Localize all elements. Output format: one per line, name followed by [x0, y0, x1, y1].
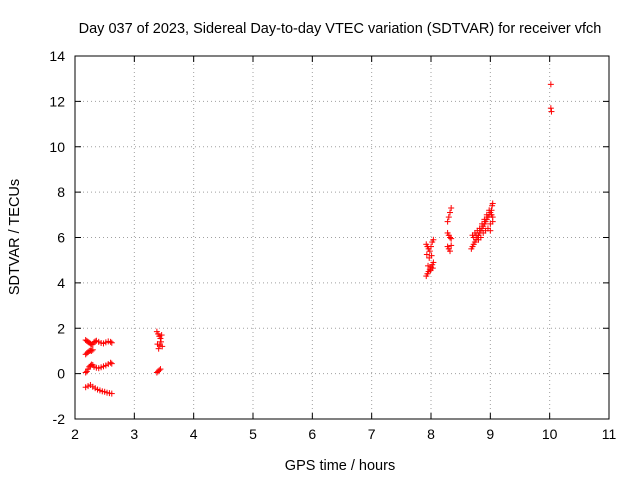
x-tick-label: 6 [308, 426, 316, 442]
y-tick-label: 12 [49, 93, 65, 109]
data-point [429, 265, 436, 272]
x-tick-label: 8 [427, 426, 435, 442]
data-point [448, 235, 455, 242]
data-point [88, 347, 95, 354]
data-point [547, 105, 554, 112]
data-point [82, 369, 89, 376]
y-tick-label: -2 [53, 411, 66, 427]
x-axis-label: GPS time / hours [285, 458, 395, 474]
data-point [487, 227, 494, 234]
data-point [446, 248, 453, 255]
data-points [82, 81, 555, 397]
data-point [489, 200, 496, 207]
data-point [159, 343, 166, 350]
plot-frame [74, 55, 610, 420]
y-tick-label: 2 [57, 320, 65, 336]
data-point [446, 234, 453, 241]
x-tick-label: 5 [249, 426, 257, 442]
data-point [157, 366, 164, 373]
data-point [445, 214, 452, 221]
data-point [489, 218, 496, 225]
data-point [425, 262, 432, 269]
data-point [156, 367, 163, 374]
data-point [107, 338, 114, 345]
y-tick-label: 4 [57, 275, 65, 291]
data-point [108, 390, 115, 397]
data-point [158, 332, 165, 339]
axis-ticks: 2 3 4 5 6 7 8 9 10 11 -2 0 2 4 6 8 10 12 14 [49, 48, 616, 442]
grid-lines [75, 56, 609, 419]
data-point [426, 248, 433, 255]
data-point [547, 81, 554, 88]
x-tick-label: 3 [130, 426, 138, 442]
data-point [430, 236, 437, 243]
data-point [154, 341, 161, 348]
y-axis-label: SDTVAR / TECUs [7, 179, 23, 295]
data-point [479, 220, 486, 227]
data-point [446, 209, 453, 216]
x-tick-label: 4 [190, 426, 198, 442]
y-tick-label: 10 [49, 139, 65, 155]
data-point [477, 234, 484, 241]
data-point [108, 360, 115, 367]
data-point [548, 108, 555, 115]
x-tick-label: 11 [602, 426, 617, 442]
data-point [486, 207, 493, 214]
data-point [428, 252, 435, 259]
data-point [481, 216, 488, 223]
x-tick-label: 7 [368, 426, 376, 442]
data-point [108, 339, 115, 346]
x-tick-label: 9 [486, 426, 494, 442]
data-point [476, 225, 483, 232]
data-point [428, 243, 434, 250]
y-tick-label: 8 [57, 184, 65, 200]
data-point [155, 345, 162, 352]
chart-title: Day 037 of 2023, Sidereal Day-to-day VTE… [79, 21, 602, 37]
x-tick-label: 2 [71, 426, 79, 442]
data-point [157, 335, 164, 342]
y-tick-label: 6 [57, 230, 65, 246]
data-point [89, 346, 96, 353]
data-point [158, 338, 165, 345]
data-point [448, 242, 455, 249]
data-point [107, 359, 114, 366]
y-tick-label: 14 [49, 48, 65, 64]
data-point [448, 205, 455, 212]
y-tick-label: 0 [57, 366, 65, 382]
data-point [423, 251, 430, 258]
data-point [473, 232, 480, 239]
x-tick-label: 10 [542, 426, 558, 442]
data-point [444, 218, 451, 225]
data-point [430, 259, 437, 266]
